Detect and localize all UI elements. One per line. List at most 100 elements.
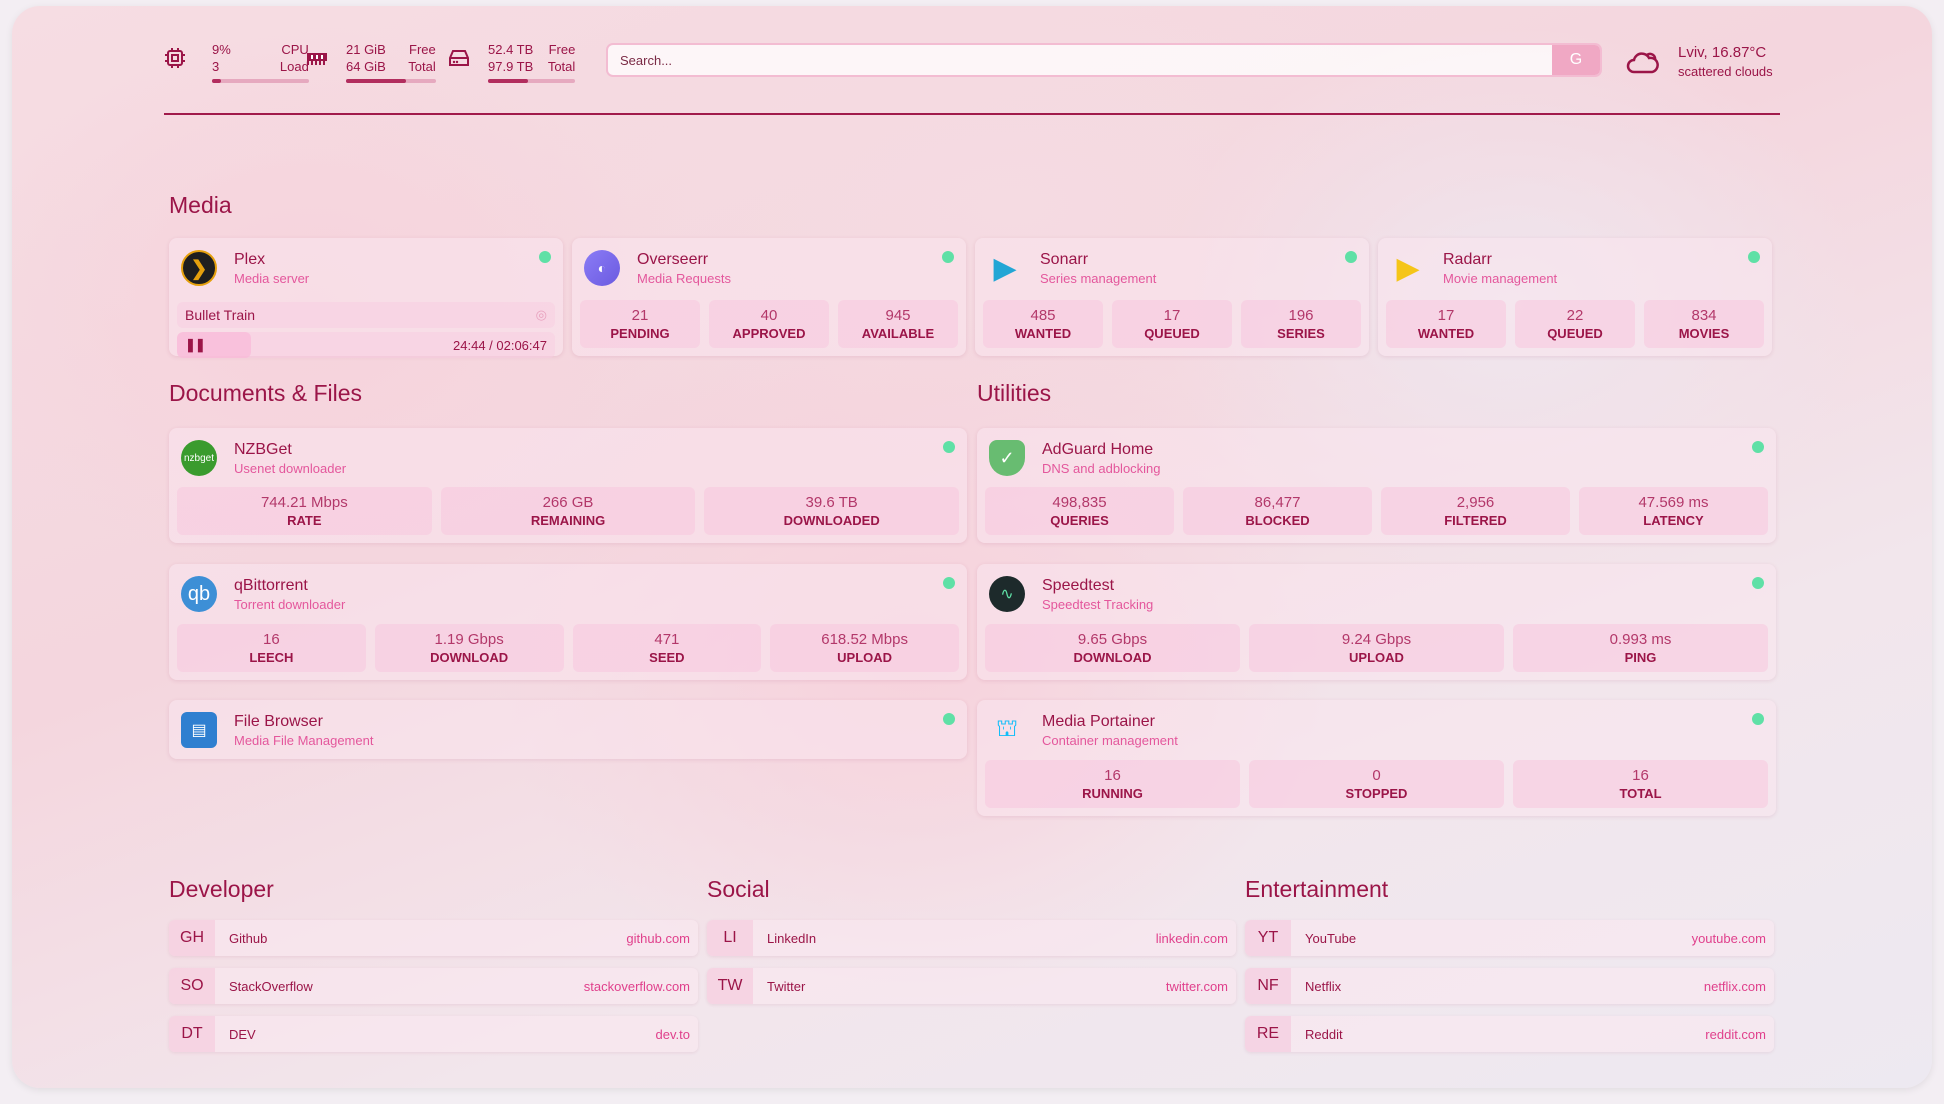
status-indicator <box>1752 713 1764 725</box>
bookmark-stackoverflow[interactable]: SO StackOverflow stackoverflow.com <box>169 968 698 1004</box>
stat-label: SERIES <box>1277 326 1325 341</box>
stat-value: 2,956 <box>1456 494 1495 511</box>
bookmark-twitter[interactable]: TW Twitter twitter.com <box>707 968 1236 1004</box>
service-description: Media File Management <box>234 732 374 748</box>
stat-label: BLOCKED <box>1245 513 1310 528</box>
radarr-icon: ▶ <box>1396 251 1420 285</box>
memory-widget: 21 GiB 64 GiB Free Total <box>306 41 436 83</box>
bookmark-github[interactable]: GH Github github.com <box>169 920 698 956</box>
cloud-sun-icon <box>1626 51 1659 73</box>
cpu-label: CPU <box>281 42 309 57</box>
card-header: ▶ Sonarr Series management <box>987 248 1357 288</box>
stat-value: 618.52 Mbps <box>821 631 908 648</box>
stat-value: 498,835 <box>1052 494 1107 511</box>
bookmark-netflix[interactable]: NF Netflix netflix.com <box>1245 968 1774 1004</box>
disk-widget: 52.4 TB 97.9 TB Free Total <box>448 41 576 83</box>
card-header: ▶ Radarr Movie management <box>1390 248 1760 288</box>
status-indicator <box>943 713 955 725</box>
card-header: ⛫ Media Portainer Container management <box>989 710 1764 750</box>
stat-block: 498,835 QUERIES <box>985 487 1174 535</box>
stat-block: 47.569 ms LATENCY <box>1579 487 1768 535</box>
service-name[interactable]: Radarr <box>1443 250 1492 268</box>
playback-progress[interactable]: ❚❚ 24:44 / 02:06:47 <box>177 332 555 358</box>
service-description: Container management <box>1042 732 1178 748</box>
stat-label: QUERIES <box>1050 513 1109 528</box>
stat-label: PENDING <box>610 326 670 341</box>
memory-bar <box>346 79 436 83</box>
stat-value: 17 <box>1437 307 1455 324</box>
search-provider-button[interactable]: G <box>1552 45 1600 75</box>
service-card-nzbget[interactable]: nzbget NZBGet Usenet downloader 744.21 Mbps… <box>169 428 967 543</box>
card-header: ▤ File Browser Media File Management <box>181 710 955 750</box>
adguard-shield-icon: ✓ <box>989 440 1025 476</box>
portainer-icon: ⛫ <box>995 715 1019 742</box>
service-name[interactable]: AdGuard Home <box>1042 440 1154 458</box>
stat-block: 945 AVAILABLE <box>838 300 958 348</box>
stats-row: 21 PENDING 40 APPROVED 945 AVAILABLE <box>580 300 958 348</box>
stats-row: 17 WANTED 22 QUEUED 834 MOVIES <box>1386 300 1764 348</box>
stats-row: 9.65 Gbps DOWNLOAD 9.24 Gbps UPLOAD 0.993 ms… <box>985 624 1768 672</box>
service-card-qbittorrent[interactable]: qb qBittorrent Torrent downloader 16 LEECH 1.… <box>169 564 967 680</box>
bookmark-name: LinkedIn <box>767 930 817 946</box>
section-title-media: Media <box>169 192 232 218</box>
bookmark-youtube[interactable]: YT YouTube youtube.com <box>1245 920 1774 956</box>
service-description: Media server <box>234 270 310 286</box>
search-input[interactable] <box>608 52 1552 68</box>
pause-button[interactable]: ❚❚ <box>185 337 206 352</box>
service-card-media-portainer[interactable]: ⛫ Media Portainer Container management 16 RU… <box>977 700 1776 816</box>
stat-value: 47.569 ms <box>1638 494 1709 511</box>
service-card-radarr[interactable]: ▶ Radarr Movie management 17 WANTED 22 QUEUED 8… <box>1378 238 1772 356</box>
weather-widget[interactable]: Lviv, 16.87°C scattered clouds <box>1626 44 1773 79</box>
service-name[interactable]: Overseerr <box>637 250 709 268</box>
service-name[interactable]: NZBGet <box>234 440 292 458</box>
stat-value: 86,477 <box>1254 494 1301 511</box>
cpu-cores: 3 <box>212 59 220 74</box>
status-indicator <box>1748 251 1760 263</box>
service-card-overseerr[interactable]: ◐ Overseerr Media Requests 21 PENDING 40 APPRO… <box>572 238 966 356</box>
stat-value: 0 <box>1372 767 1381 784</box>
stat-value: 196 <box>1288 307 1314 324</box>
disk-free-value: 52.4 TB <box>488 42 534 57</box>
service-name[interactable]: Speedtest <box>1042 576 1115 594</box>
stat-label: STOPPED <box>1345 786 1408 801</box>
memory-free-value: 21 GiB <box>346 42 386 57</box>
stats-row: 16 LEECH 1.19 Gbps DOWNLOAD 471 SEED 618.52 Mb… <box>177 624 959 672</box>
stat-value: 17 <box>1163 307 1181 324</box>
service-card-adguard-home[interactable]: ✓ AdGuard Home DNS and adblocking 498,835 QU… <box>977 428 1776 543</box>
stat-value: 0.993 ms <box>1609 631 1672 648</box>
service-card-plex[interactable]: ❯ Plex Media server Bullet Train ◎ ❚❚ 24:44 / … <box>169 238 563 358</box>
service-name[interactable]: Plex <box>234 250 266 268</box>
bookmark-linkedin[interactable]: LI LinkedIn linkedin.com <box>707 920 1236 956</box>
bookmark-url: dev.to <box>655 1026 690 1042</box>
bookmark-name: Github <box>229 930 268 946</box>
cpu-bar <box>212 79 309 83</box>
bookmark-url: linkedin.com <box>1155 930 1228 946</box>
speedtest-icon: ∿ <box>989 576 1025 612</box>
service-name[interactable]: File Browser <box>234 712 323 730</box>
bookmark-abbreviation: SO <box>169 968 215 1004</box>
stat-label: DOWNLOAD <box>1073 650 1152 665</box>
stat-block: 1.19 Gbps DOWNLOAD <box>374 624 564 672</box>
service-name[interactable]: Media Portainer <box>1042 712 1155 730</box>
bookmark-dev[interactable]: DT DEV dev.to <box>169 1016 698 1052</box>
dashboard <box>12 6 1932 1088</box>
service-card-file-browser[interactable]: ▤ File Browser Media File Management <box>169 700 967 759</box>
stats-row: 485 WANTED 17 QUEUED 196 SERIES <box>983 300 1361 348</box>
stat-label: DOWNLOADED <box>783 513 880 528</box>
service-card-speedtest[interactable]: ∿ Speedtest Speedtest Tracking 9.65 Gbps DOW… <box>977 564 1776 680</box>
bookmark-name: Netflix <box>1305 978 1342 994</box>
stat-block: 0 STOPPED <box>1249 760 1504 808</box>
service-name[interactable]: Sonarr <box>1040 250 1089 268</box>
progress-fill <box>177 332 252 358</box>
bookmark-group: GH Github github.com SO StackOverflow stackov… <box>169 920 698 1060</box>
bookmark-name: Reddit <box>1305 1026 1343 1042</box>
card-header: nzbget NZBGet Usenet downloader <box>181 438 955 478</box>
bookmark-group-title: Entertainment <box>1245 876 1389 902</box>
service-name[interactable]: qBittorrent <box>234 576 308 594</box>
total-label: Total <box>408 59 436 74</box>
bookmark-reddit[interactable]: RE Reddit reddit.com <box>1245 1016 1774 1052</box>
status-indicator <box>1752 577 1764 589</box>
total-label: Total <box>547 59 576 74</box>
stat-label: WANTED <box>1014 326 1072 341</box>
service-card-sonarr[interactable]: ▶ Sonarr Series management 485 WANTED 17 QUEUE… <box>975 238 1369 356</box>
